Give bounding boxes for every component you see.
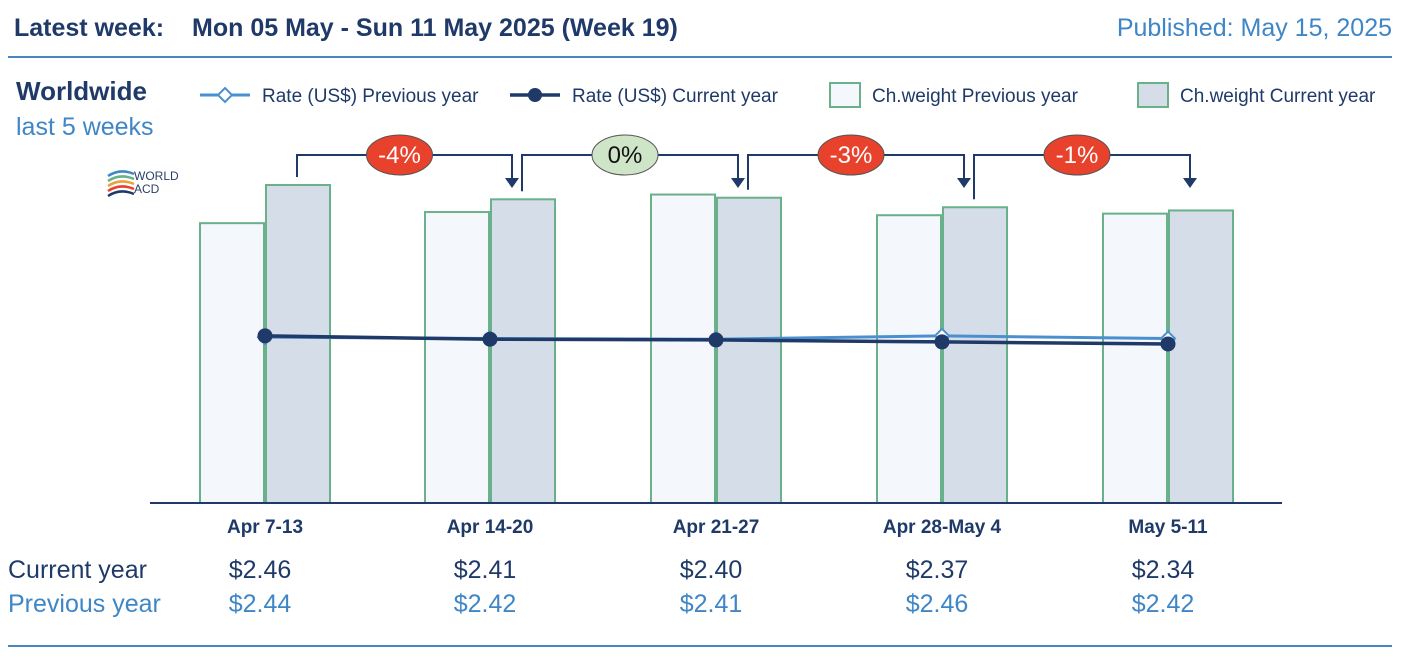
change-badge-label: -3%: [830, 142, 873, 169]
change-arrow: [957, 178, 971, 188]
current-year-rate-value: $2.46: [228, 556, 292, 584]
world-acd-logo-icon: [107, 170, 135, 198]
world-acd-logo-text: WORLD ACD: [134, 169, 179, 196]
chweight-rate-chart: Rate (US$) Previous year Rate (US$) Curre…: [150, 82, 1376, 538]
x-tick-label: May 5-11: [1128, 517, 1208, 538]
current-year-rate-value: $2.34: [1131, 556, 1195, 584]
latest-week-range: Mon 05 May - Sun 11 May 2025 (Week 19): [192, 14, 678, 42]
current-year-rate-value: $2.40: [679, 556, 743, 584]
current-year-rate-value: $2.37: [905, 556, 969, 584]
region-title: Worldwide: [16, 76, 147, 106]
bar-chweight-current: [490, 198, 556, 504]
point-rate-current: [934, 334, 950, 350]
point-rate-current: [1160, 336, 1176, 352]
bar-chweight-current: [265, 184, 331, 504]
change-badge-label: 0%: [608, 142, 643, 169]
published-date: Published: May 15, 2025: [1116, 14, 1392, 42]
bar-chweight-current: [1168, 209, 1234, 504]
header: Latest week: Mon 05 May - Sun 11 May 202…: [0, 0, 1406, 56]
change-badge-label: -1%: [1056, 142, 1099, 169]
footer-divider: [8, 645, 1392, 647]
change-badge-label: -4%: [378, 142, 421, 169]
legend-label-rate-previous: Rate (US$) Previous year: [262, 86, 479, 107]
legend-label-chweight-current: Ch.weight Current year: [1180, 86, 1376, 107]
x-tick-label: Apr 21-27: [673, 517, 760, 538]
point-rate-current: [482, 331, 498, 347]
latest-week-label: Latest week:: [14, 14, 165, 42]
change-arrow: [1183, 178, 1197, 188]
bar-chweight-previous: [650, 193, 716, 504]
change-arrow: [505, 178, 519, 188]
world-acd-logo: WORLD ACD: [106, 166, 206, 206]
previous-year-rate-value: $2.46: [905, 590, 969, 618]
previous-year-rate-value: $2.42: [1131, 590, 1195, 618]
legend-swatch-chweight-current: [1137, 82, 1169, 108]
change-badge: [366, 134, 433, 176]
point-rate-current: [708, 332, 724, 348]
x-tick-label: Apr 7-13: [227, 517, 303, 538]
period-subtitle: last 5 weeks: [16, 113, 154, 141]
change-arrow: [731, 178, 745, 188]
current-year-row-label: Current year: [8, 556, 147, 584]
bar-chweight-previous: [199, 222, 265, 504]
bar-chweight-previous: [1102, 212, 1168, 504]
current-year-rate-value: $2.41: [453, 556, 517, 584]
bar-chweight-previous: [876, 214, 942, 505]
previous-year-row-label: Previous year: [8, 590, 161, 618]
header-divider: [8, 56, 1392, 58]
change-badge: [817, 134, 885, 176]
legend-swatch-chweight-previous: [829, 82, 861, 108]
legend-label-rate-current: Rate (US$) Current year: [572, 86, 779, 107]
previous-year-rate-value: $2.44: [228, 590, 292, 618]
legend-label-chweight-previous: Ch.weight Previous year: [872, 86, 1079, 107]
point-rate-current: [257, 328, 273, 344]
previous-year-rate-value: $2.42: [453, 590, 517, 618]
legend-marker-rate-current: [528, 88, 542, 102]
bar-chweight-current: [942, 206, 1008, 504]
x-tick-label: Apr 28-May 4: [883, 517, 1002, 538]
change-badge: [1043, 134, 1111, 176]
previous-year-rate-value: $2.41: [679, 590, 743, 618]
bar-chweight-previous: [424, 211, 490, 504]
change-badge: [591, 134, 659, 176]
legend-marker-rate-previous: [216, 86, 234, 104]
bar-chweight-current: [716, 196, 782, 504]
x-tick-label: Apr 14-20: [447, 517, 534, 538]
